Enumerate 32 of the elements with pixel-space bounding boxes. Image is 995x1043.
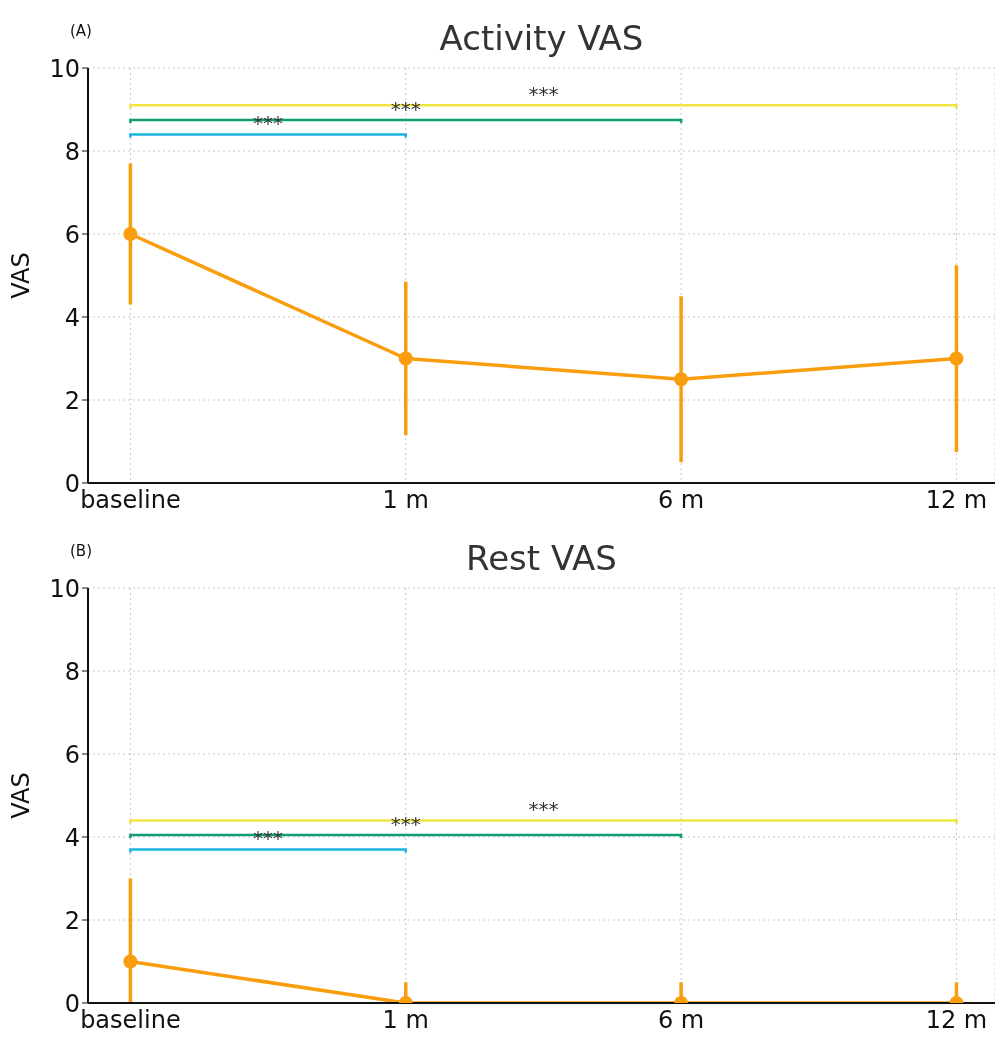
y-tick-label: 2 bbox=[64, 386, 80, 415]
point bbox=[949, 351, 964, 366]
chart-title: Rest VAS bbox=[466, 538, 617, 578]
y-tick-label: 10 bbox=[49, 574, 80, 603]
x-tick-label: 1 m bbox=[382, 486, 429, 515]
y-tick-label: 6 bbox=[64, 740, 80, 769]
y-tick-label: 8 bbox=[64, 137, 80, 166]
y-tick-label: 0 bbox=[64, 989, 80, 1018]
x-tick-label: 6 m bbox=[657, 486, 705, 515]
y-axis-title: VAS bbox=[6, 772, 35, 819]
annotation: *** bbox=[528, 82, 559, 107]
y-tick-label: 4 bbox=[64, 823, 80, 852]
x-tick-label: baseline bbox=[80, 486, 181, 515]
point bbox=[123, 227, 138, 241]
y-tick-label: 0 bbox=[64, 469, 80, 498]
x-tick-label: 6 m bbox=[657, 1006, 705, 1035]
y-tick-label: 4 bbox=[64, 303, 80, 332]
point bbox=[674, 372, 689, 387]
x-tick-label: 12 m bbox=[925, 1006, 988, 1035]
y-tick-label: 10 bbox=[49, 54, 80, 83]
x-tick-label: baseline bbox=[80, 1006, 181, 1035]
point bbox=[398, 351, 413, 366]
y-axis-title: VAS bbox=[6, 252, 35, 299]
y-tick-label: 6 bbox=[64, 220, 80, 249]
text: (B) bbox=[70, 542, 92, 560]
y-tick-label: 2 bbox=[64, 906, 80, 935]
x-tick-label: 12 m bbox=[925, 486, 988, 515]
x-tick-label: 1 m bbox=[382, 1006, 429, 1035]
annotation: *** bbox=[528, 797, 559, 822]
text: (A) bbox=[70, 22, 92, 40]
chart-title: Activity VAS bbox=[439, 18, 644, 58]
y-tick-label: 8 bbox=[64, 657, 80, 686]
